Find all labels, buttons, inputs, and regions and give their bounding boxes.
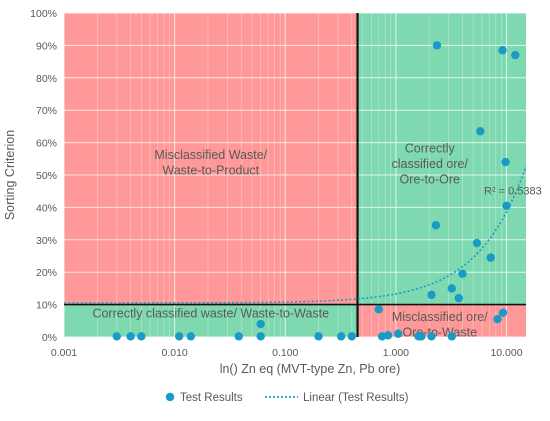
data-point — [447, 284, 456, 293]
data-point — [498, 46, 507, 55]
data-point — [427, 332, 436, 341]
r-squared-label: R² = 0.5383 — [484, 185, 542, 197]
y-tick-label: 20% — [36, 267, 57, 279]
x-tick-label: 0.010 — [161, 347, 187, 359]
region-label-top-left: Misclassified Waste/Waste-to-Product — [154, 148, 267, 178]
data-point — [502, 201, 511, 210]
data-point — [186, 332, 195, 341]
y-tick-label: 60% — [36, 138, 57, 150]
y-tick-label: 30% — [36, 235, 57, 247]
y-tick-label: 90% — [36, 40, 57, 52]
y-tick-labels: 0% 10% 20% 30% 40% 50% 60% 70% 80% 90% 100% — [30, 8, 57, 344]
data-point — [511, 50, 520, 60]
region-top-right — [357, 13, 526, 305]
data-point — [126, 332, 135, 341]
legend-marker-test-results — [165, 392, 175, 402]
y-tick-label: 10% — [36, 300, 57, 312]
data-point — [175, 332, 184, 341]
y-tick-label: 0% — [42, 332, 57, 344]
region-top-left — [64, 13, 358, 305]
data-point — [383, 331, 393, 340]
y-tick-label: 50% — [36, 170, 57, 182]
x-tick-label: 1.000 — [383, 347, 409, 359]
y-tick-label: 70% — [36, 105, 57, 117]
data-point — [476, 127, 485, 136]
data-point — [394, 329, 403, 338]
data-point — [454, 293, 463, 303]
data-point — [458, 269, 467, 279]
data-point — [427, 290, 436, 300]
data-point — [234, 332, 243, 341]
legend: Test Results Linear (Test Results) — [165, 392, 409, 404]
data-point — [137, 332, 146, 341]
y-tick-label: 80% — [36, 73, 57, 85]
legend-label-linear: Linear (Test Results) — [303, 392, 409, 404]
data-point — [432, 41, 442, 50]
x-tick-label: 10.000 — [490, 347, 522, 359]
y-axis-title: Sorting Criterion — [3, 130, 17, 220]
data-point — [374, 305, 383, 314]
x-tick-label: 0.001 — [51, 347, 77, 359]
data-point — [347, 332, 357, 341]
x-axis-title: ln() Zn eq (MVT-type Zn, Pb ore) — [220, 362, 401, 376]
legend-label-test-results: Test Results — [180, 392, 243, 404]
data-point — [472, 238, 482, 248]
data-point — [256, 332, 265, 341]
region-label-bottom-left: Correctly classified waste/ Waste-to-Was… — [92, 307, 329, 321]
data-point — [336, 332, 346, 341]
data-point — [417, 332, 426, 341]
points-layer — [112, 41, 520, 341]
x-tick-labels: 0.001 0.010 0.100 1.000 10.000 — [51, 347, 523, 359]
data-point — [112, 332, 121, 341]
data-point — [493, 314, 502, 324]
data-point — [431, 221, 441, 230]
x-tick-label: 0.100 — [272, 347, 298, 359]
data-point — [447, 332, 456, 341]
region-bottom-left — [64, 304, 358, 337]
y-tick-label: 100% — [30, 8, 57, 20]
threshold-lines — [64, 13, 526, 337]
region-labels: Misclassified Waste/Waste-to-Product Corr… — [92, 141, 488, 339]
regions-layer — [64, 13, 526, 337]
data-point — [501, 157, 510, 167]
region-label-top-right: Correctly classified ore/Ore-to-Ore — [392, 141, 469, 186]
data-point — [314, 332, 323, 341]
data-point — [486, 253, 495, 262]
trendline-layer: R² = 0.5383 — [64, 166, 542, 304]
region-label-bottom-right: Misclassified ore/Ore-to-Waste — [392, 310, 488, 340]
trendline — [64, 166, 527, 304]
data-point — [256, 319, 265, 329]
y-tick-label: 40% — [36, 202, 57, 214]
data-point — [498, 308, 508, 317]
